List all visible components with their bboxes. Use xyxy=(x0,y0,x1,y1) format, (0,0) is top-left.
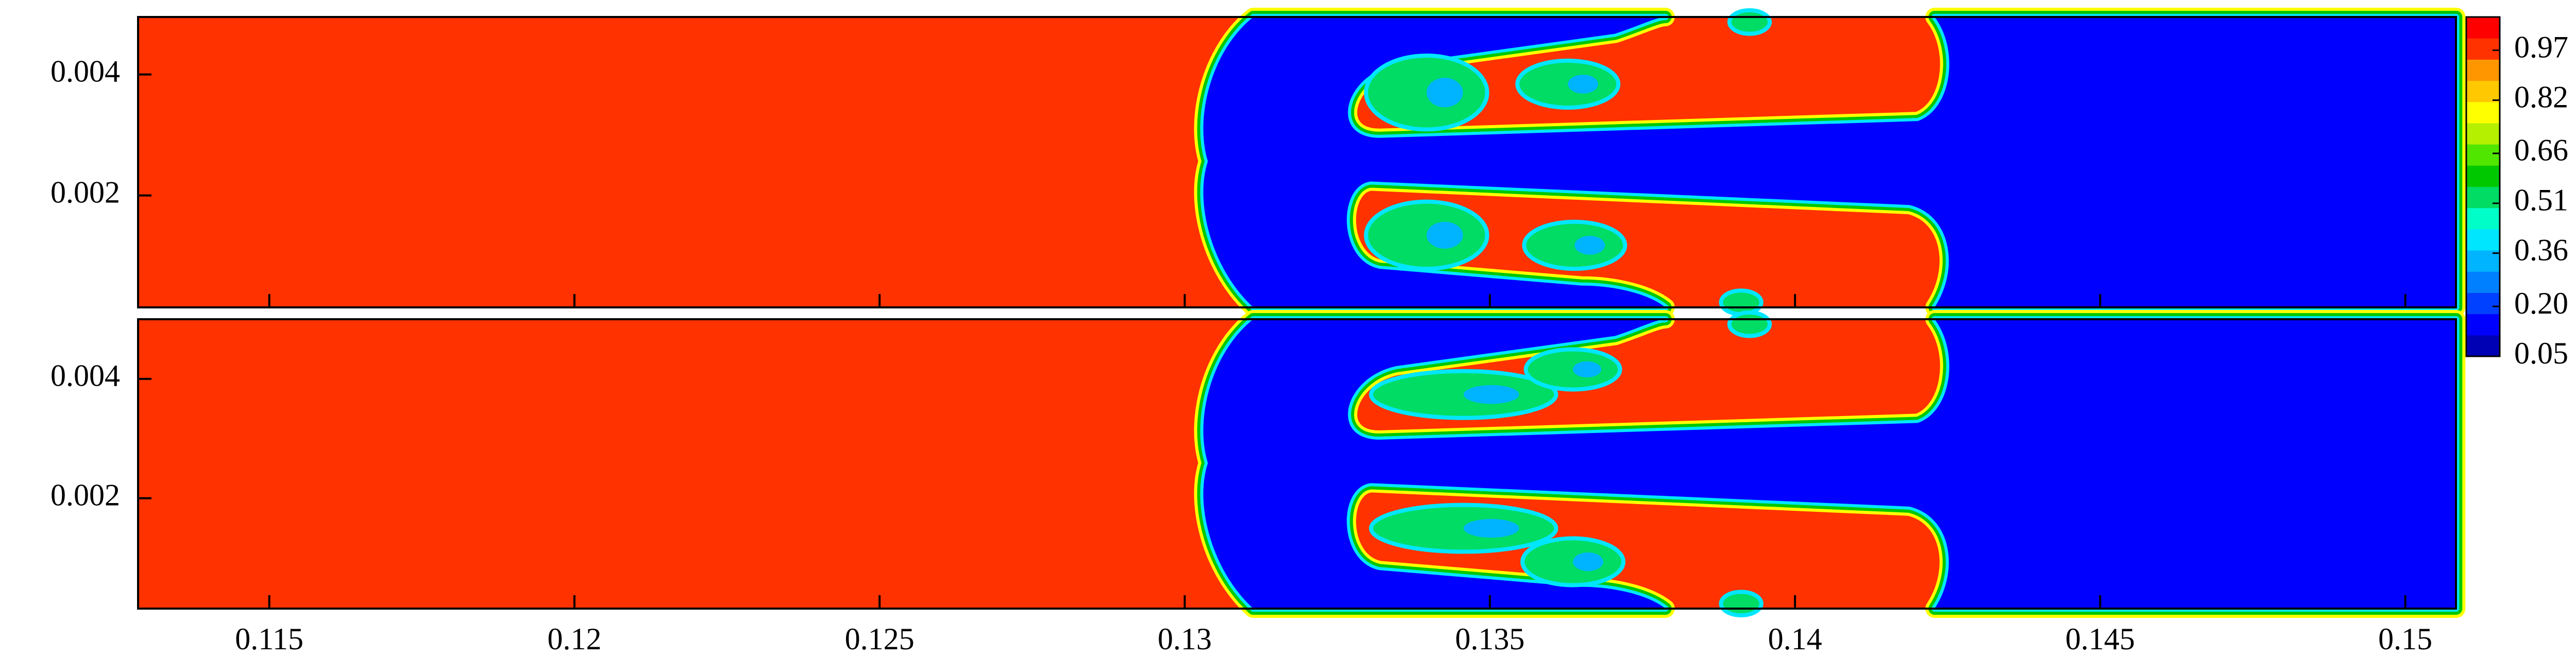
x-tick-label: 0.125 xyxy=(845,622,914,656)
colorbar-band xyxy=(2466,335,2500,357)
mixed-core xyxy=(1463,518,1519,538)
x-tick-label: 0.12 xyxy=(547,622,601,656)
colorbar-band xyxy=(2466,271,2500,293)
colorbar-band xyxy=(2466,292,2500,315)
x-tick-label: 0.135 xyxy=(1455,622,1524,656)
colorbar-band xyxy=(2466,165,2500,187)
x-tick-label: 0.13 xyxy=(1158,622,1212,656)
mixed-core xyxy=(1463,385,1519,404)
colorbar-band xyxy=(2466,80,2500,102)
mixed-core xyxy=(1426,221,1463,249)
y-tick-label: 0.004 xyxy=(50,54,120,88)
colorbar-label: 0.05 xyxy=(2514,336,2568,370)
x-tick-label: 0.15 xyxy=(2378,622,2432,656)
y-tick-label: 0.002 xyxy=(50,175,120,209)
droplet xyxy=(1730,313,1770,336)
colorbar-label: 0.97 xyxy=(2514,30,2568,64)
colorbar-band xyxy=(2466,229,2500,251)
colorbar-label: 0.51 xyxy=(2514,183,2568,217)
mixed-core xyxy=(1574,236,1605,255)
blue-region xyxy=(1203,17,2456,307)
contour-field xyxy=(1204,313,2456,615)
contour-field xyxy=(1204,10,2456,314)
panel-frame xyxy=(137,16,2457,308)
colorbar-band xyxy=(2466,38,2500,60)
y-tick-label: 0.004 xyxy=(50,359,120,393)
colorbar-band xyxy=(2466,17,2500,39)
colorbar-label: 0.82 xyxy=(2514,80,2568,114)
x-tick-label: 0.14 xyxy=(1768,622,1822,656)
colorbar-label: 0.36 xyxy=(2514,233,2568,267)
droplet xyxy=(1721,592,1761,615)
colorbar-label: 0.66 xyxy=(2514,133,2568,167)
panel-frame xyxy=(137,318,2457,610)
blue-region xyxy=(1203,319,2456,609)
mixed-core xyxy=(1573,552,1603,572)
mixed-core xyxy=(1573,361,1601,378)
colorbar-label: 0.20 xyxy=(2514,286,2568,320)
colorbar-band xyxy=(2466,208,2500,230)
mixed-core xyxy=(1426,78,1463,108)
mixed-core xyxy=(1568,75,1599,94)
colorbar-band xyxy=(2466,123,2500,145)
colorbar-frame xyxy=(2465,16,2501,357)
colorbar-band xyxy=(2466,59,2500,81)
droplet xyxy=(1730,10,1770,34)
y-tick-label: 0.002 xyxy=(50,478,120,512)
colorbar-band xyxy=(2466,186,2500,209)
colorbar-band xyxy=(2466,144,2500,166)
mixed-blob xyxy=(1526,349,1620,389)
droplet xyxy=(1721,290,1761,314)
x-tick-label: 0.145 xyxy=(2065,622,2135,656)
colorbar-band xyxy=(2466,314,2500,336)
colorbar-band xyxy=(2466,101,2500,124)
x-tick-label: 0.115 xyxy=(235,622,303,656)
